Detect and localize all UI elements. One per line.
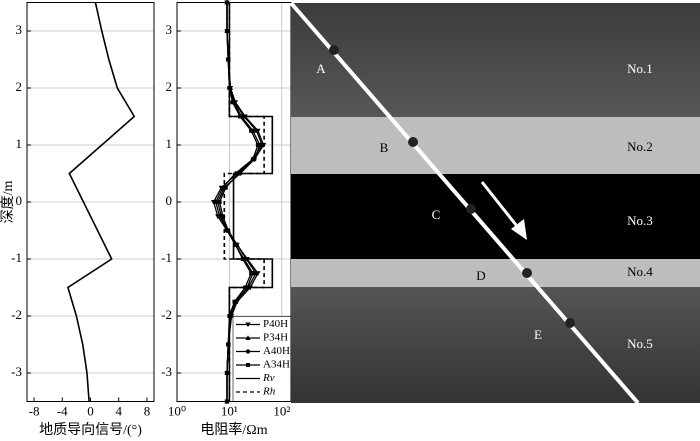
legend-box [232,316,292,402]
arrow-head [511,219,527,240]
well-trajectory [289,1,640,405]
point-label: A [316,61,326,76]
layer [291,259,700,287]
point [329,45,339,55]
x-tick-label: -8 [29,403,40,418]
y-tick-label: 0 [16,193,23,208]
marker [250,157,255,162]
point [522,268,532,278]
marker [255,143,260,147]
x-tick-label: 4 [115,403,122,418]
series-line [223,2,265,402]
x-axis-label: 地质导向信号/(°) [39,422,142,438]
legend-label: A40H [263,345,290,357]
marker [226,57,231,62]
marker [233,242,238,247]
legend-label: A34H [263,359,290,371]
y-tick-label: 1 [16,136,23,151]
y-tick-label: -3 [161,364,172,379]
layer [291,3,700,117]
layer-label: No.3 [627,213,653,228]
layer-label: No.2 [627,139,653,154]
y-tick-label: 3 [166,22,173,37]
x-tick-label: -4 [57,403,68,418]
marker [226,342,231,347]
legend-marker [245,349,251,354]
legend-label: P34H [263,332,288,344]
marker [230,100,235,105]
marker [253,127,260,133]
y-tick-label: -1 [161,250,172,265]
layer [291,117,700,174]
point-label: B [380,140,389,155]
point [408,137,418,147]
series-line [66,2,136,402]
marker [224,29,229,33]
y-tick-label: -2 [11,307,22,322]
layer [291,287,700,403]
legend-marker [245,335,251,340]
marker [249,128,254,133]
marker [224,371,229,375]
point [565,318,575,328]
y-tick-label: 2 [16,79,23,94]
layer [291,174,700,259]
formation-diagram: A B C D E No.1 No.2 No.3 No.4 No.5 [289,1,700,405]
layer-label: No.4 [627,264,653,279]
marker [217,200,222,204]
y-tick-label: 2 [166,79,173,94]
y-tick-label: 3 [16,22,23,37]
marker [249,271,254,276]
x-tick-label: 0 [87,403,94,418]
point [466,204,476,214]
layer-label: No.1 [627,61,653,76]
legend-label: P40H [263,318,288,330]
marker [223,185,228,190]
point-label: E [534,327,542,342]
legend-label: Rv [262,372,275,384]
y-tick-label: 1 [166,136,173,151]
y-axis-label: 深度/m [0,181,16,224]
y-tick-label: -3 [11,364,22,379]
legend-marker [246,363,250,367]
x-tick-label: 8 [144,403,151,418]
legend-marker [245,322,251,328]
marker [220,214,225,219]
x-tick-label: 10⁰ [168,403,186,418]
layer-label: No.5 [627,336,653,351]
y-tick-label: -1 [11,250,22,265]
y-tick-label: -2 [161,307,172,322]
point-label: D [476,268,485,283]
x-tick-label: 10¹ [221,403,238,418]
point-label: C [432,207,441,222]
y-tick-label: 0 [166,193,173,208]
plot-frame [26,2,155,402]
x-axis-label: 电阻率/Ωm [200,421,267,438]
legend-label: Rh [262,386,276,398]
marker [226,228,231,233]
direction-arrow [480,181,522,231]
marker [232,299,237,304]
x-tick-label: 10² [273,403,290,418]
